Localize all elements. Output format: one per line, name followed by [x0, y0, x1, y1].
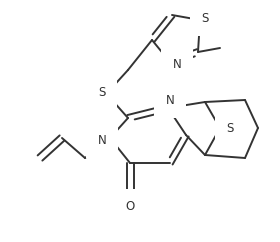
- Text: N: N: [98, 134, 106, 146]
- Text: O: O: [125, 201, 135, 213]
- Text: S: S: [98, 85, 106, 98]
- Text: S: S: [201, 12, 209, 24]
- Text: N: N: [166, 93, 174, 106]
- Text: N: N: [173, 58, 181, 70]
- Text: S: S: [226, 121, 234, 135]
